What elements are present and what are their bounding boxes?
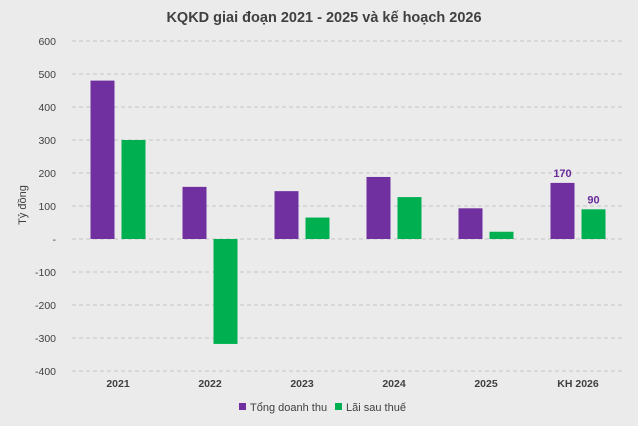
bar-profit-5 — [581, 209, 606, 239]
legend-label: Tổng doanh thu — [250, 402, 327, 414]
legend-label: Lãi sau thuế — [346, 402, 406, 414]
y-tick-label: 300 — [38, 135, 56, 147]
y-tick-label: - — [53, 234, 57, 246]
y-tick-label: 500 — [38, 69, 56, 81]
bar-profit-3 — [397, 197, 422, 239]
x-tick-label: 2025 — [474, 378, 498, 390]
data-label: 170 — [553, 168, 571, 180]
y-axis-ticks: 600 500 400 300 200 100 - -100 -200 -300 -400 — [35, 36, 57, 378]
data-label: 90 — [587, 194, 599, 206]
bar-revenue-2 — [274, 191, 299, 239]
y-tick-label: -400 — [35, 366, 56, 378]
bar-revenue-5 — [550, 182, 575, 239]
bar-profit-1 — [213, 239, 238, 344]
y-tick-label: 200 — [38, 168, 56, 180]
bar-revenue-3 — [366, 176, 391, 239]
y-tick-label: -300 — [35, 333, 56, 345]
x-tick-label: 2022 — [198, 378, 222, 390]
chart-title: KQKD giai đoạn 2021 - 2025 và kế hoạch 2… — [166, 10, 481, 26]
bar-profit-2 — [305, 217, 330, 239]
y-tick-label: -100 — [35, 267, 56, 279]
gridlines — [72, 40, 624, 372]
bar-profit-4 — [489, 231, 514, 239]
x-tick-label: 2021 — [106, 378, 130, 390]
y-tick-label: -200 — [35, 300, 56, 312]
x-axis-ticks: 2021 2022 2023 2024 2025 KH 2026 — [106, 378, 599, 390]
data-labels: 170 90 — [553, 168, 599, 206]
x-tick-label: 2023 — [290, 378, 314, 390]
y-axis-label: Tỷ đồng — [17, 185, 29, 225]
y-tick-label: 400 — [38, 102, 56, 114]
y-tick-label: 600 — [38, 36, 56, 48]
legend: Tổng doanh thu Lãi sau thuế — [239, 402, 406, 414]
bar-revenue-0 — [90, 80, 115, 239]
legend-swatch — [335, 403, 342, 410]
bar-profit-0 — [121, 140, 146, 239]
bar-revenue-1 — [182, 186, 207, 239]
x-tick-label: KH 2026 — [557, 378, 599, 390]
bar-revenue-4 — [458, 208, 483, 239]
y-tick-label: 100 — [38, 201, 56, 213]
x-tick-label: 2024 — [382, 378, 406, 390]
bars — [90, 80, 606, 344]
legend-swatch — [239, 403, 246, 410]
